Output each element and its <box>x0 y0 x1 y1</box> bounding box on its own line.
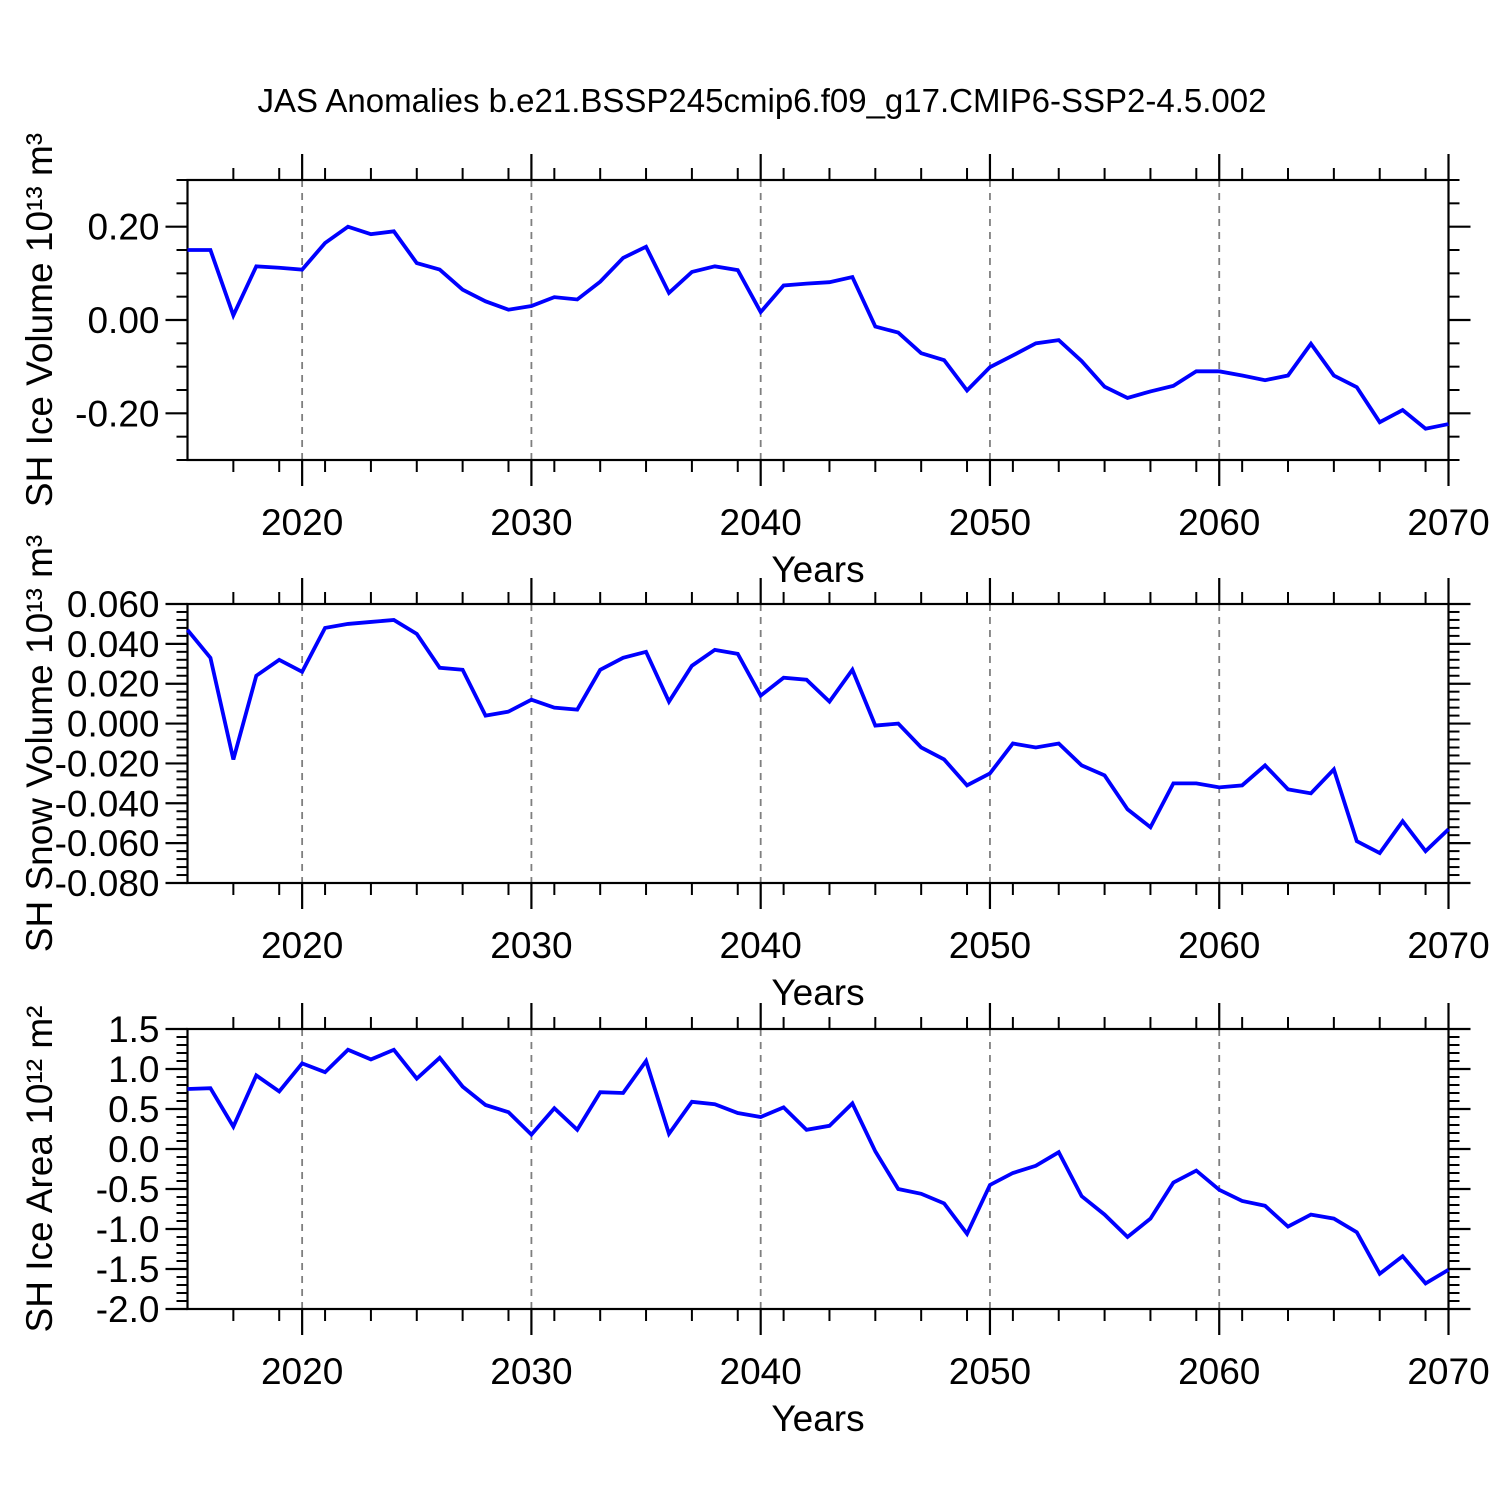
x-tick-label: 2060 <box>1178 925 1260 966</box>
x-tick-label: 2030 <box>490 502 572 543</box>
y-tick-label: -0.20 <box>75 393 159 434</box>
figure-title: JAS Anomalies b.e21.BSSP245cmip6.f09_g17… <box>258 82 1267 119</box>
y-axis-title: SH Ice Volume 10¹³ m³ <box>19 133 60 507</box>
plot-frame <box>186 1027 1450 1311</box>
x-tick-label: 2070 <box>1407 502 1489 543</box>
x-tick-label: 2020 <box>261 502 343 543</box>
x-tick-label: 2050 <box>949 925 1031 966</box>
x-tick-label: 2070 <box>1407 925 1489 966</box>
y-tick-label: 0.040 <box>67 624 160 665</box>
panel-sh-ice-area: 2020 2030 2040 2050 2060 2070 1.51.00.50.0-0.5… <box>19 1003 1490 1439</box>
y-tick-label: 0.060 <box>67 584 160 625</box>
y-tick-label: -0.5 <box>96 1169 160 1210</box>
y-tick-label: 0.000 <box>67 704 160 745</box>
x-tick-label: 2040 <box>720 502 802 543</box>
x-tick-label: 2070 <box>1407 1351 1489 1392</box>
y-tick-label: 0.5 <box>108 1089 159 1130</box>
plot-frame <box>186 602 1450 885</box>
data-line-sh-ice-area <box>187 1047 1450 1286</box>
x-tick-label: 2020 <box>261 1351 343 1392</box>
y-tick-label: -0.060 <box>55 823 160 864</box>
x-tick-label: 2060 <box>1178 1351 1260 1392</box>
x-tick-label: 2020 <box>261 925 343 966</box>
y-tick-label: -2.0 <box>96 1289 160 1330</box>
plot-frame <box>186 178 1450 462</box>
x-tick-label: 2060 <box>1178 502 1260 543</box>
x-tick-label: 2050 <box>949 1351 1031 1392</box>
y-tick-label: 1.0 <box>108 1049 159 1090</box>
x-tick-label: 2050 <box>949 502 1031 543</box>
x-axis-title: Years <box>771 972 864 1013</box>
data-line-sh-snow-volume <box>186 617 1450 856</box>
y-tick-label: -0.020 <box>55 743 160 784</box>
x-tick-label: 2040 <box>720 925 802 966</box>
y-axis-title: SH Snow Volume 10¹³ m³ <box>19 535 60 952</box>
y-tick-label: 1.5 <box>108 1009 159 1050</box>
y-tick-label: -0.080 <box>55 863 160 904</box>
y-tick-label: 0.20 <box>87 207 159 248</box>
x-tick-label: 2030 <box>490 925 572 966</box>
x-axis-title: Years <box>771 1398 864 1439</box>
x-tick-label: 2030 <box>490 1351 572 1392</box>
panel-sh-ice-volume: 2020 2030 2040 2050 2060 2070 0.20 0.00 -0.20 Yea… <box>19 133 1490 590</box>
x-tick-label: 2040 <box>720 1351 802 1392</box>
y-tick-label: 0.0 <box>108 1129 159 1170</box>
data-line-sh-ice-volume <box>187 224 1449 431</box>
x-axis-title: Years <box>771 549 864 590</box>
y-tick-label: -0.040 <box>55 783 160 824</box>
panel-sh-snow-volume: 2020 2030 2040 2050 2060 2070 0.0600.0400.0200… <box>19 535 1490 1013</box>
y-tick-label: -1.0 <box>96 1209 160 1250</box>
y-tick-label: -1.5 <box>96 1249 160 1290</box>
panels-group: 2020 2030 2040 2050 2060 2070 0.20 0.00 -0.20 Yea… <box>19 133 1490 1439</box>
y-axis-title: SH Ice Area 10¹² m² <box>19 1006 60 1333</box>
y-tick-label: 0.00 <box>87 300 159 341</box>
y-tick-label: 0.020 <box>67 664 160 705</box>
